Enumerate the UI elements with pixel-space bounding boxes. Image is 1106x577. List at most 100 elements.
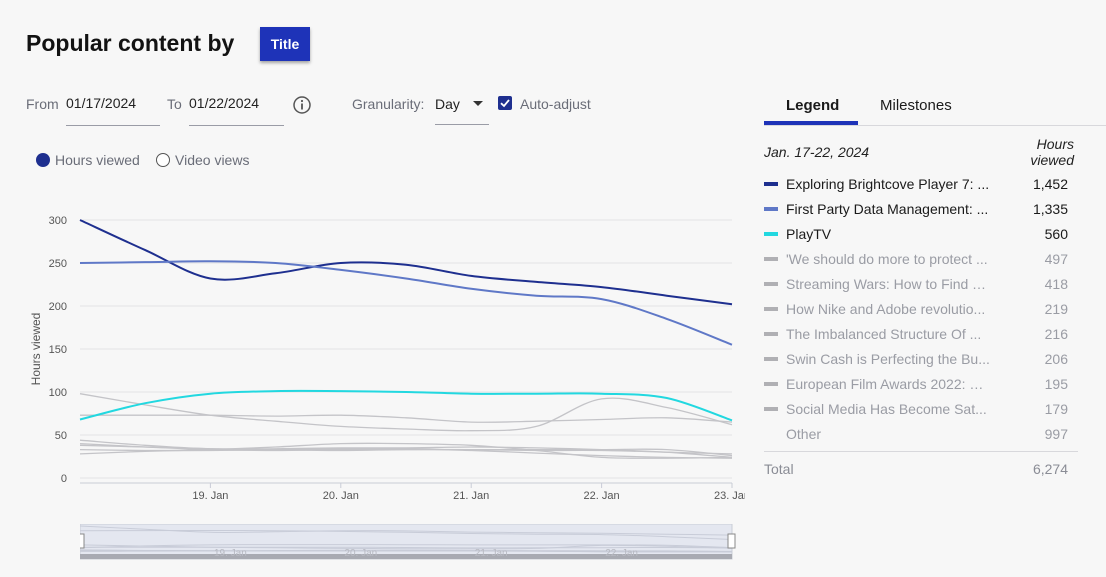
legend-item-value: 179 [1044,401,1068,417]
navigator-tick-label: 19. Jan [214,548,247,559]
y-tick-label: 250 [49,258,67,270]
video-views-label: Video views [175,152,250,168]
legend-item-value: 997 [1044,426,1068,442]
chart-series [79,219,733,459]
auto-adjust-label: Auto-adjust [520,96,591,112]
legend-item-name: Swin Cash is Perfecting the Bu... [786,351,990,367]
legend-swatch [764,232,778,236]
auto-adjust-checkbox[interactable] [498,96,512,110]
group-by-title-button[interactable]: Title [260,27,310,61]
legend-swatch [764,257,778,261]
legend-item-name: Social Media Has Become Sat... [786,401,987,417]
navigator-line [80,544,733,549]
legend-item-name: 'We should do more to protect ... [786,251,988,267]
y-tick-label: 50 [55,430,67,442]
series-line[interactable] [80,414,733,423]
from-label: From [26,96,59,112]
legend-item-value: 1,452 [1032,176,1068,192]
y-tick-label: 150 [49,344,67,356]
legend-swatch [764,207,778,211]
legend-item[interactable]: Streaming Wars: How to Find Y... 418 [764,274,1070,296]
granularity-label: Granularity: [352,96,425,112]
legend-swatch [764,307,778,311]
navigator-series [80,525,733,553]
series-line[interactable] [79,260,733,346]
total-value: 6,274 [1032,461,1068,477]
legend-item-name: European Film Awards 2022: R... [786,376,991,392]
legend-item-name: First Party Data Management: ... [786,201,989,217]
chevron-down-icon [473,101,483,106]
chart-axes: 0 50 100 150 200 250 300 19. Jan 20. Jan 21. Jan 2… [29,215,745,502]
page-title: Popular content by [26,30,235,56]
navigator-left-handle[interactable] [80,533,85,549]
legend-swatch [764,407,778,411]
navigator-right-handle[interactable] [727,533,736,549]
y-tick-label: 0 [61,473,67,485]
y-tick-label: 300 [49,215,67,227]
legend-item-value: 418 [1044,276,1068,292]
series-line[interactable] [79,219,733,306]
legend-item[interactable]: The Imbalanced Structure Of ... 216 [764,324,1070,346]
legend-swatch [764,182,778,186]
legend-item[interactable]: PlayTV 560 [764,224,1070,246]
legend-item-name: The Imbalanced Structure Of ... [786,326,982,342]
navigator-tick-label: 21. Jan [475,548,508,559]
legend-item[interactable]: First Party Data Management: ... 1,335 [764,199,1070,221]
legend-item-value: 497 [1044,251,1068,267]
legend-item-name: Other [786,426,822,442]
granularity-select[interactable]: Day [435,96,489,125]
checkmark-icon [500,99,510,108]
legend-swatch [764,332,778,336]
tab-milestones[interactable]: Milestones [880,97,952,114]
series-line[interactable] [79,393,733,432]
legend-swatch [764,282,778,286]
y-tick-label: 200 [49,301,67,313]
legend-item[interactable]: Exploring Brightcove Player 7: ... 1,452 [764,174,1070,196]
date-range-label: Jan. 17-22, 2024 [764,144,870,160]
chart-grid [80,219,732,479]
navigator-line [80,530,733,540]
navigator-scrollbar[interactable] [80,554,732,559]
column-header: Hours viewed [1010,136,1074,168]
column-header-line1: Hours [1036,136,1074,152]
video-views-radio[interactable] [156,153,170,167]
tab-divider [764,125,1106,126]
legend-item[interactable]: European Film Awards 2022: R... 195 [764,374,1070,396]
series-line[interactable] [79,389,733,422]
legend-item-value: 195 [1044,376,1068,392]
hours-viewed-radio[interactable] [36,153,50,167]
legend-item[interactable]: Swin Cash is Perfecting the Bu... 206 [764,349,1070,371]
x-tick-label: 20. Jan [323,490,359,502]
to-date-field[interactable]: 01/22/2024 [189,95,284,126]
y-tick-label: 100 [49,387,67,399]
info-icon[interactable] [293,96,311,114]
legend-item-name: How Nike and Adobe revolutio... [786,301,986,317]
navigator-line [80,549,733,553]
legend-item-value: 216 [1044,326,1068,342]
navigator-line [80,546,733,549]
legend-swatch [764,357,778,361]
active-tab-indicator [764,121,858,125]
navigator-tick-label: 22. Jan [605,548,638,559]
legend-item-value: 206 [1044,351,1068,367]
series-line[interactable] [79,439,733,459]
x-tick-label: 21. Jan [453,490,489,502]
legend-item[interactable]: 'We should do more to protect ... 497 [764,249,1070,271]
x-tick-label: 23. Jan [714,490,745,502]
legend-item-value: 1,335 [1032,201,1068,217]
series-line[interactable] [79,442,733,457]
legend-item-name: Exploring Brightcove Player 7: ... [786,176,990,192]
legend-item[interactable]: How Nike and Adobe revolutio... 219 [764,299,1070,321]
series-line[interactable] [79,442,733,459]
legend-swatch [764,382,778,386]
line-chart: 0 50 100 150 200 250 300 19. Jan 20. Jan 21. Jan 2… [29,215,745,502]
legend-item[interactable]: Social Media Has Become Sat... 179 [764,399,1070,421]
legend-item[interactable]: Other 997 [764,424,1070,446]
tab-legend[interactable]: Legend [786,97,840,114]
granularity-value: Day [435,96,460,112]
y-axis-label: Hours viewed [29,313,43,386]
from-date-field[interactable]: 01/17/2024 [66,95,160,126]
total-divider [764,451,1078,452]
